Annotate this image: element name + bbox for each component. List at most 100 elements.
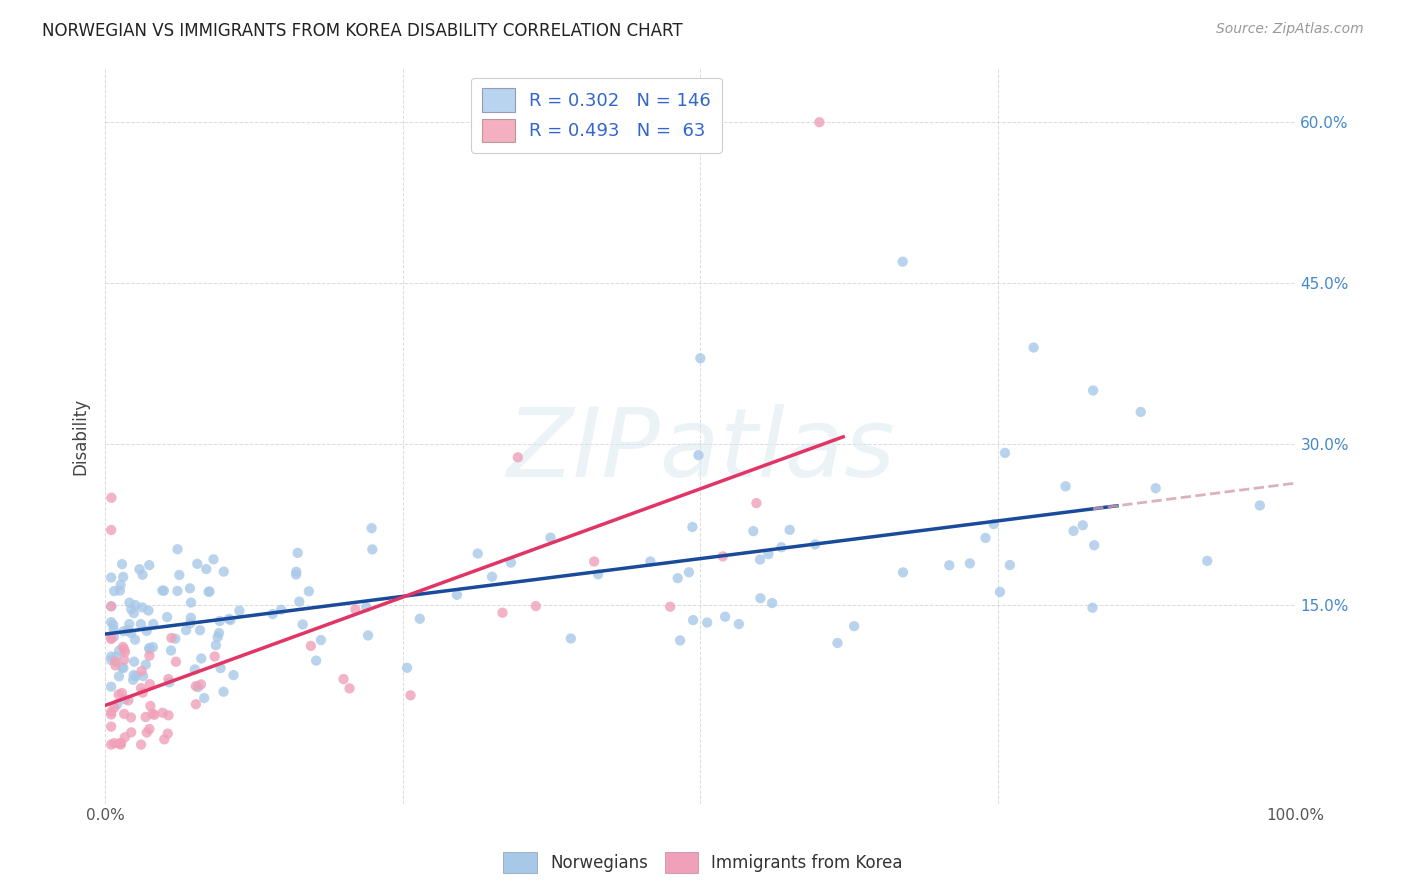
Point (770, 540, 793, 554)
Text: ZIPatlas: ZIPatlas (506, 404, 894, 497)
Point (100, 705, 122, 719)
Point (357, 628, 380, 642)
Legend: Norwegians, Immigrants from Korea: Norwegians, Immigrants from Korea (496, 846, 910, 880)
Point (117, 693, 139, 707)
Point (179, 616, 201, 631)
Point (112, 661, 135, 675)
Point (111, 686, 134, 700)
Point (285, 565, 308, 579)
Point (184, 662, 207, 676)
Point (202, 552, 225, 566)
Point (361, 542, 384, 557)
Point (844, 619, 866, 633)
Point (141, 706, 163, 721)
Point (758, 547, 780, 561)
Point (112, 642, 135, 657)
Point (988, 585, 1011, 599)
Point (640, 554, 662, 568)
Point (112, 706, 135, 721)
Point (142, 640, 165, 654)
Point (143, 707, 166, 722)
Point (682, 613, 704, 627)
Point (125, 669, 148, 683)
Point (122, 606, 145, 620)
Point (100, 599, 122, 614)
Point (219, 613, 242, 627)
Point (153, 583, 176, 598)
Point (114, 692, 136, 706)
Point (188, 624, 211, 638)
Point (209, 661, 232, 675)
Point (586, 567, 609, 582)
Point (222, 668, 245, 682)
Point (749, 552, 772, 566)
Point (287, 546, 309, 560)
Point (100, 707, 122, 722)
Point (994, 446, 1017, 460)
Point (117, 623, 139, 637)
Point (105, 697, 128, 711)
Point (499, 556, 522, 570)
Point (138, 722, 160, 736)
Point (1071, 518, 1094, 533)
Point (1054, 479, 1077, 493)
Point (659, 599, 682, 614)
Text: NORWEGIAN VS IMMIGRANTS FROM KOREA DISABILITY CORRELATION CHART: NORWEGIAN VS IMMIGRANTS FROM KOREA DISAB… (42, 22, 683, 40)
Point (204, 649, 226, 664)
Point (959, 557, 981, 571)
Point (678, 566, 700, 580)
Point (212, 565, 235, 579)
Point (112, 653, 135, 667)
Point (100, 680, 122, 694)
Point (122, 673, 145, 687)
Point (974, 531, 997, 545)
Point (157, 672, 180, 686)
Point (180, 596, 202, 610)
Point (103, 584, 125, 599)
Point (166, 542, 188, 557)
Point (669, 633, 692, 648)
Point (120, 725, 142, 739)
Point (100, 632, 122, 646)
Point (761, 596, 783, 610)
Point (891, 254, 914, 268)
Point (135, 725, 157, 739)
Point (100, 570, 122, 584)
Point (344, 602, 367, 616)
Point (169, 568, 191, 582)
Point (998, 558, 1021, 572)
Point (135, 624, 157, 638)
Point (157, 708, 180, 723)
Point (103, 623, 125, 637)
Point (128, 562, 150, 576)
Point (193, 691, 215, 706)
Point (110, 578, 132, 592)
Point (100, 649, 122, 664)
Point (779, 523, 801, 537)
Point (540, 531, 562, 545)
Point (111, 640, 134, 654)
Point (131, 685, 153, 699)
Point (153, 732, 176, 747)
Point (131, 664, 153, 678)
Point (190, 677, 212, 691)
Point (360, 521, 382, 535)
Point (160, 643, 183, 657)
Point (467, 547, 489, 561)
Point (103, 736, 125, 750)
Point (446, 588, 468, 602)
Point (262, 607, 284, 621)
Point (190, 651, 212, 665)
Point (174, 623, 197, 637)
Point (166, 584, 188, 599)
Point (1197, 554, 1219, 568)
Point (681, 520, 703, 534)
Point (124, 632, 146, 647)
Point (108, 669, 131, 683)
Point (100, 632, 122, 646)
Point (120, 710, 142, 724)
Point (354, 600, 377, 615)
Point (396, 661, 419, 675)
Point (583, 555, 606, 569)
Point (180, 611, 202, 625)
